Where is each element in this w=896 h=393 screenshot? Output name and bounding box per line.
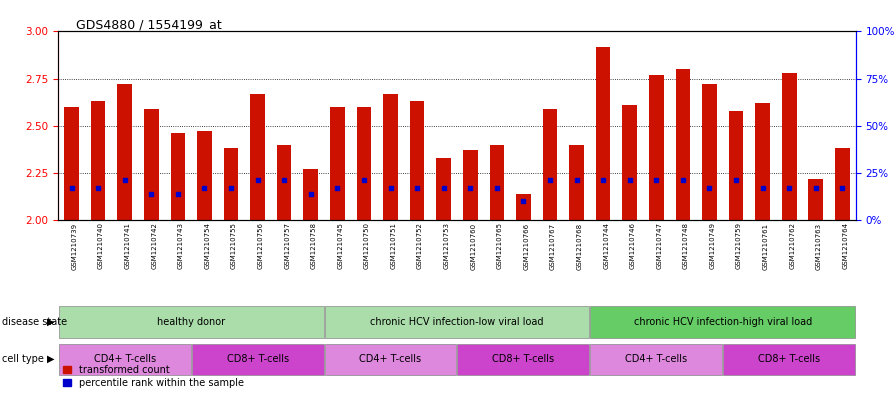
Text: GSM1210740: GSM1210740 bbox=[99, 222, 104, 270]
Text: GSM1210767: GSM1210767 bbox=[550, 222, 556, 270]
Bar bbox=[590, 307, 855, 338]
Text: GSM1210742: GSM1210742 bbox=[151, 222, 158, 269]
Bar bbox=[569, 145, 584, 220]
Bar bbox=[330, 107, 345, 220]
Text: chronic HCV infection-high viral load: chronic HCV infection-high viral load bbox=[633, 317, 812, 327]
Bar bbox=[304, 169, 318, 220]
Bar bbox=[324, 343, 456, 375]
Text: GSM1210739: GSM1210739 bbox=[72, 222, 78, 270]
Text: CD8+ T-cells: CD8+ T-cells bbox=[227, 354, 289, 364]
Bar bbox=[383, 94, 398, 220]
Text: GSM1210746: GSM1210746 bbox=[630, 222, 636, 270]
Text: GSM1210752: GSM1210752 bbox=[417, 222, 423, 269]
Text: CD4+ T-cells: CD4+ T-cells bbox=[359, 354, 422, 364]
Text: GSM1210749: GSM1210749 bbox=[710, 222, 716, 270]
Bar bbox=[590, 343, 722, 375]
Bar bbox=[489, 145, 504, 220]
Text: GSM1210759: GSM1210759 bbox=[736, 222, 742, 270]
Text: GSM1210760: GSM1210760 bbox=[470, 222, 477, 270]
Bar bbox=[516, 194, 530, 220]
Text: GSM1210763: GSM1210763 bbox=[815, 222, 822, 270]
Bar bbox=[808, 178, 823, 220]
Bar bbox=[65, 107, 79, 220]
Text: healthy donor: healthy donor bbox=[157, 317, 225, 327]
Bar bbox=[702, 84, 717, 220]
Text: GSM1210745: GSM1210745 bbox=[337, 222, 343, 269]
Text: GSM1210755: GSM1210755 bbox=[231, 222, 237, 269]
Text: GSM1210768: GSM1210768 bbox=[576, 222, 582, 270]
Bar bbox=[277, 145, 291, 220]
Bar bbox=[197, 131, 211, 220]
Text: GSM1210751: GSM1210751 bbox=[391, 222, 397, 270]
Text: CD8+ T-cells: CD8+ T-cells bbox=[492, 354, 555, 364]
Legend: transformed count, percentile rank within the sample: transformed count, percentile rank withi… bbox=[63, 365, 244, 388]
Text: GDS4880 / 1554199_at: GDS4880 / 1554199_at bbox=[76, 18, 222, 31]
Text: GSM1210761: GSM1210761 bbox=[762, 222, 769, 270]
Bar bbox=[250, 94, 265, 220]
Text: GSM1210758: GSM1210758 bbox=[311, 222, 317, 270]
Bar bbox=[458, 343, 590, 375]
Text: GSM1210765: GSM1210765 bbox=[496, 222, 503, 270]
Text: GSM1210754: GSM1210754 bbox=[204, 222, 211, 269]
Text: GSM1210747: GSM1210747 bbox=[656, 222, 662, 270]
Bar bbox=[357, 107, 371, 220]
Bar bbox=[728, 111, 744, 220]
Bar bbox=[676, 69, 690, 220]
Bar bbox=[409, 101, 425, 220]
Bar bbox=[723, 343, 855, 375]
Bar bbox=[436, 158, 451, 220]
Bar bbox=[90, 101, 106, 220]
Text: GSM1210753: GSM1210753 bbox=[444, 222, 450, 270]
Bar bbox=[543, 109, 557, 220]
Text: GSM1210764: GSM1210764 bbox=[842, 222, 849, 270]
Bar bbox=[782, 73, 797, 220]
Bar bbox=[324, 307, 590, 338]
Text: GSM1210748: GSM1210748 bbox=[683, 222, 689, 270]
Text: GSM1210756: GSM1210756 bbox=[257, 222, 263, 270]
Text: ▶: ▶ bbox=[47, 317, 55, 327]
Bar bbox=[170, 133, 185, 220]
Bar bbox=[596, 46, 610, 220]
Bar bbox=[224, 149, 238, 220]
Text: disease state: disease state bbox=[2, 317, 67, 327]
Bar bbox=[59, 307, 323, 338]
Text: GSM1210750: GSM1210750 bbox=[364, 222, 370, 270]
Text: GSM1210766: GSM1210766 bbox=[523, 222, 530, 270]
Bar bbox=[755, 103, 770, 220]
Text: CD4+ T-cells: CD4+ T-cells bbox=[93, 354, 156, 364]
Text: GSM1210757: GSM1210757 bbox=[284, 222, 290, 270]
Text: CD8+ T-cells: CD8+ T-cells bbox=[758, 354, 821, 364]
Bar bbox=[463, 150, 478, 220]
Text: cell type: cell type bbox=[2, 354, 44, 364]
Text: GSM1210741: GSM1210741 bbox=[125, 222, 131, 270]
Text: chronic HCV infection-low viral load: chronic HCV infection-low viral load bbox=[370, 317, 544, 327]
Bar bbox=[192, 343, 323, 375]
Text: GSM1210743: GSM1210743 bbox=[177, 222, 184, 270]
Text: GSM1210744: GSM1210744 bbox=[603, 222, 609, 269]
Bar bbox=[649, 75, 664, 220]
Text: ▶: ▶ bbox=[47, 354, 55, 364]
Bar bbox=[623, 105, 637, 220]
Text: GSM1210762: GSM1210762 bbox=[789, 222, 796, 270]
Bar bbox=[835, 149, 849, 220]
Bar bbox=[117, 84, 132, 220]
Bar bbox=[59, 343, 191, 375]
Bar bbox=[144, 109, 159, 220]
Text: CD4+ T-cells: CD4+ T-cells bbox=[625, 354, 687, 364]
